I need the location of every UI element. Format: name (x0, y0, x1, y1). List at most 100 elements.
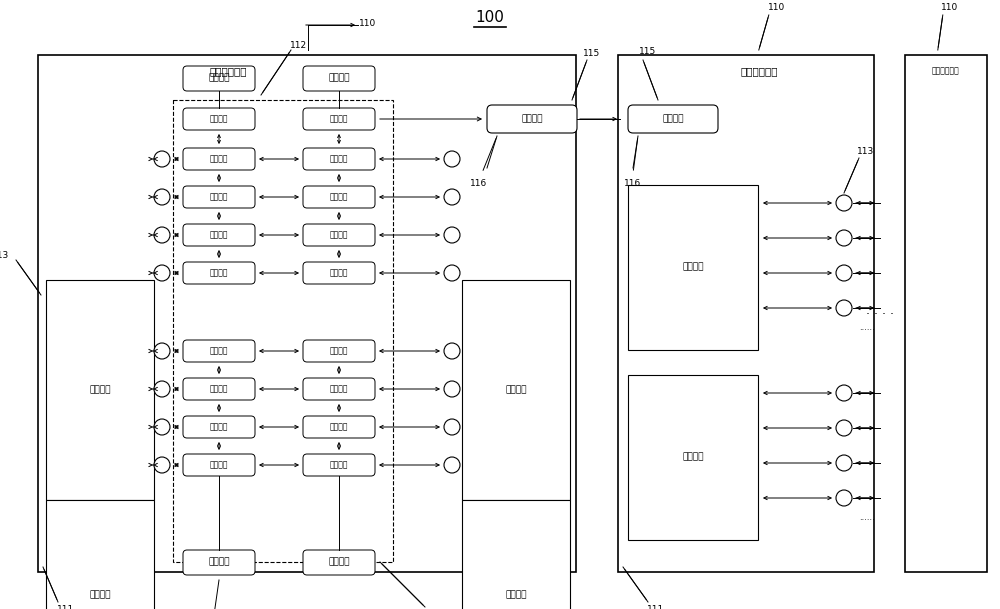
Text: 111: 111 (647, 605, 665, 609)
FancyBboxPatch shape (303, 416, 375, 438)
Circle shape (154, 381, 170, 397)
Bar (628, 185, 758, 350)
Circle shape (836, 195, 852, 211)
Circle shape (836, 420, 852, 436)
Text: 缓存路由: 缓存路由 (330, 192, 348, 202)
Circle shape (444, 227, 460, 243)
Text: ......: ...... (859, 323, 875, 333)
Bar (46, 280, 154, 500)
FancyBboxPatch shape (183, 66, 255, 91)
FancyBboxPatch shape (183, 416, 255, 438)
Circle shape (154, 343, 170, 359)
Circle shape (836, 230, 852, 246)
Text: 基础核心模块: 基础核心模块 (932, 66, 960, 76)
Text: 113: 113 (0, 250, 10, 259)
Text: 缓存路由: 缓存路由 (330, 460, 348, 470)
Text: 缓存单元: 缓存单元 (328, 74, 350, 82)
Circle shape (444, 189, 460, 205)
Circle shape (444, 151, 460, 167)
FancyBboxPatch shape (183, 224, 255, 246)
Text: 116: 116 (624, 178, 642, 188)
Text: 计算引擎: 计算引擎 (682, 452, 704, 462)
FancyBboxPatch shape (303, 108, 375, 130)
FancyBboxPatch shape (183, 148, 255, 170)
Text: 110: 110 (941, 2, 958, 12)
Text: 缓存路由: 缓存路由 (330, 347, 348, 356)
Circle shape (154, 265, 170, 281)
Text: 缓存路由: 缓存路由 (330, 423, 348, 432)
Text: 基础核心模块: 基础核心模块 (740, 66, 778, 76)
FancyBboxPatch shape (303, 224, 375, 246)
Text: 缓存路由: 缓存路由 (330, 269, 348, 278)
Circle shape (154, 227, 170, 243)
FancyBboxPatch shape (183, 340, 255, 362)
Text: 计算引擎: 计算引擎 (89, 591, 111, 599)
Text: 计算引擎: 计算引擎 (505, 591, 527, 599)
FancyBboxPatch shape (628, 105, 718, 133)
Text: 113: 113 (857, 147, 875, 155)
Text: 缓存路由: 缓存路由 (330, 114, 348, 124)
Circle shape (444, 419, 460, 435)
Circle shape (836, 455, 852, 471)
Circle shape (836, 385, 852, 401)
Text: 计算引擎: 计算引擎 (682, 262, 704, 272)
Circle shape (836, 265, 852, 281)
Text: 缓存单元: 缓存单元 (208, 74, 230, 82)
Text: 111: 111 (57, 605, 75, 609)
Circle shape (154, 419, 170, 435)
Text: 缓存路由: 缓存路由 (210, 423, 228, 432)
Text: 核心缓存: 核心缓存 (521, 114, 543, 124)
Circle shape (154, 151, 170, 167)
Bar (905, 55, 987, 572)
Text: 115: 115 (583, 49, 601, 57)
Circle shape (836, 490, 852, 506)
Bar (38, 55, 576, 572)
FancyBboxPatch shape (303, 454, 375, 476)
Text: 缓存单元: 缓存单元 (328, 557, 350, 566)
Text: 缓存单元: 缓存单元 (208, 557, 230, 566)
Text: 缓存路由: 缓存路由 (210, 114, 228, 124)
Text: 110: 110 (359, 18, 377, 27)
FancyBboxPatch shape (183, 378, 255, 400)
FancyBboxPatch shape (303, 378, 375, 400)
Text: . . . .: . . . . (866, 303, 894, 317)
Text: 缓存路由: 缓存路由 (210, 230, 228, 239)
Bar (618, 55, 874, 572)
Circle shape (444, 265, 460, 281)
Text: 缓存路由: 缓存路由 (210, 192, 228, 202)
Circle shape (444, 343, 460, 359)
Circle shape (154, 457, 170, 473)
Bar (173, 100, 393, 562)
FancyBboxPatch shape (183, 262, 255, 284)
Bar (46, 500, 154, 609)
FancyBboxPatch shape (183, 108, 255, 130)
FancyBboxPatch shape (303, 186, 375, 208)
Circle shape (154, 189, 170, 205)
Text: 计算引擎: 计算引擎 (89, 385, 111, 395)
Text: 缓存路由: 缓存路由 (210, 384, 228, 393)
FancyBboxPatch shape (303, 262, 375, 284)
Text: ......: ...... (859, 513, 875, 523)
Circle shape (836, 300, 852, 316)
Text: 缓存路由: 缓存路由 (210, 347, 228, 356)
Text: 缓存路由: 缓存路由 (210, 269, 228, 278)
Text: 缓存路由: 缓存路由 (330, 230, 348, 239)
Text: 计算引擎: 计算引擎 (505, 385, 527, 395)
Bar (462, 500, 570, 609)
FancyBboxPatch shape (183, 454, 255, 476)
Text: 基础核心模块: 基础核心模块 (209, 66, 247, 76)
Text: 100: 100 (476, 10, 504, 26)
Text: 115: 115 (639, 48, 657, 57)
Text: 缓存路由: 缓存路由 (330, 155, 348, 163)
Text: 缓存路由: 缓存路由 (210, 155, 228, 163)
Text: 核心缓存: 核心缓存 (662, 114, 684, 124)
FancyBboxPatch shape (303, 550, 375, 575)
Text: 116: 116 (470, 178, 488, 188)
Circle shape (444, 457, 460, 473)
FancyBboxPatch shape (303, 66, 375, 91)
FancyBboxPatch shape (487, 105, 577, 133)
Circle shape (444, 381, 460, 397)
Text: 缓存路由: 缓存路由 (210, 460, 228, 470)
Text: 缓存路由: 缓存路由 (330, 384, 348, 393)
FancyBboxPatch shape (303, 148, 375, 170)
